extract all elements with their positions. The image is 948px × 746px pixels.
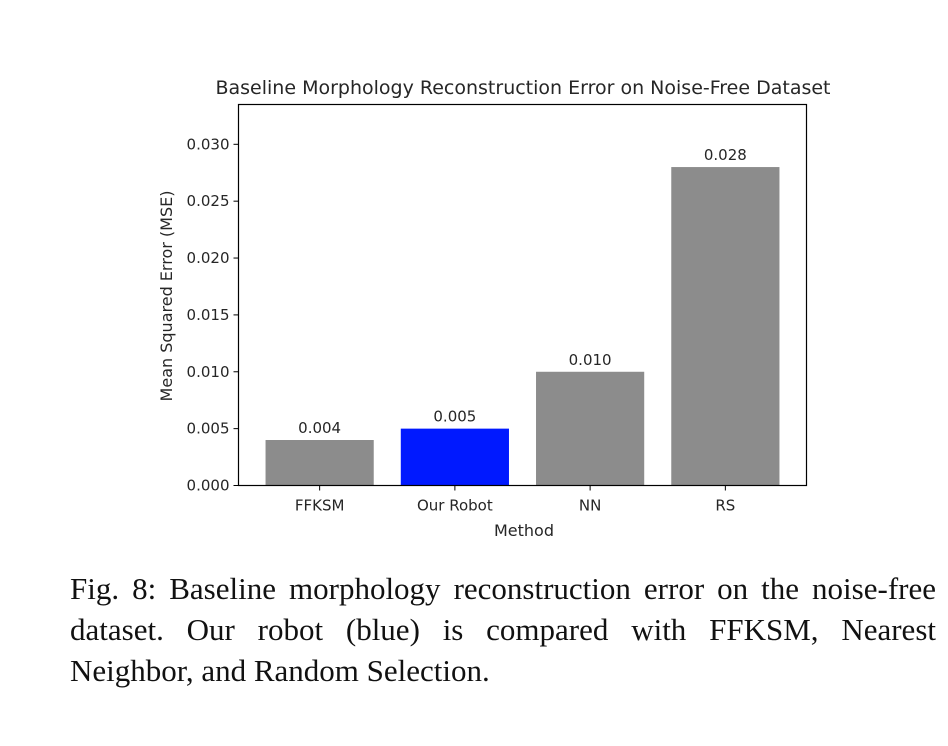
bar-rs	[671, 167, 780, 486]
x-axis-label: Method	[494, 521, 554, 540]
x-tick-label: FFKSM	[295, 497, 345, 515]
x-tick-label: RS	[715, 497, 735, 515]
bar-our-robot	[400, 428, 509, 486]
bar-value-label: 0.010	[569, 351, 612, 369]
y-tick-label: 0.010	[187, 363, 230, 381]
y-axis: 0.000 0.005 0.010 0.015 0.020 0.025 0.030	[187, 135, 239, 495]
bar-ffksm	[265, 440, 374, 486]
bars-group: 0.004 0.005 0.010 0.028	[265, 146, 780, 486]
y-tick-label: 0.000	[187, 477, 230, 495]
x-axis: FFKSM Our Robot NN RS	[295, 485, 735, 515]
bar-nn	[536, 371, 645, 486]
bar-chart: Baseline Morphology Reconstruction Error…	[157, 77, 831, 540]
plot-frame	[237, 103, 808, 487]
bar-value-label: 0.028	[704, 146, 747, 164]
bar-value-label: 0.004	[298, 419, 341, 437]
y-tick-label: 0.005	[187, 420, 230, 438]
x-tick-label: NN	[579, 497, 601, 515]
y-tick-label: 0.020	[187, 249, 230, 267]
bar-value-label: 0.005	[433, 408, 476, 426]
y-tick-label: 0.030	[187, 135, 230, 153]
x-tick-label: Our Robot	[417, 497, 493, 515]
chart-title: Baseline Morphology Reconstruction Error…	[215, 77, 830, 99]
y-tick-label: 0.015	[187, 306, 230, 324]
y-axis-label: Mean Squared Error (MSE)	[157, 191, 176, 402]
figure-caption: Fig. 8: Baseline morphology reconstructi…	[70, 571, 936, 688]
y-tick-label: 0.025	[187, 192, 230, 210]
